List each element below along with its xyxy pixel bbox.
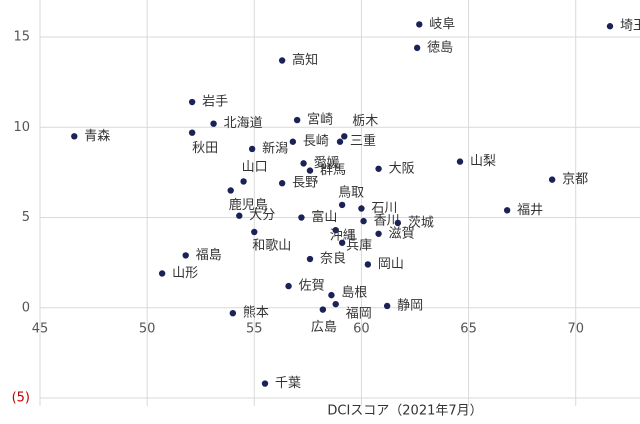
point-label: 京都 (562, 172, 588, 187)
point-label: 大分 (249, 208, 275, 223)
point-label: 奈良 (320, 251, 346, 267)
point (456, 158, 464, 165)
x-tick-label: 50 (139, 321, 156, 336)
point-label: 大阪 (389, 161, 415, 176)
point-label: 滋賀 (389, 226, 415, 241)
point-label: 福岡 (346, 307, 372, 322)
x-tick-label: 45 (32, 321, 49, 336)
point-label: 和歌山 (252, 238, 291, 253)
point-label: 北海道 (224, 116, 263, 131)
point-label: 岐阜 (429, 16, 455, 32)
x-axis-title: DCIスコア（2021年7月） (327, 404, 482, 419)
point (236, 212, 243, 219)
point-label: 静岡 (397, 298, 423, 313)
point-label: 佐賀 (299, 279, 325, 294)
point-label: 広島 (311, 320, 337, 335)
point (319, 306, 327, 313)
point (227, 187, 234, 194)
point-label: 沖縄 (330, 229, 356, 244)
point (188, 129, 196, 136)
point (293, 116, 301, 124)
point-label: 熊本 (243, 305, 269, 321)
y-tick-label: 10 (13, 120, 30, 135)
point (278, 180, 286, 187)
point (364, 261, 372, 268)
point (413, 44, 421, 52)
point (210, 120, 217, 127)
point-label: 新潟 (262, 140, 288, 156)
point (240, 178, 247, 185)
point-label: 愛媛 (314, 156, 340, 171)
point (306, 167, 314, 174)
point (358, 205, 365, 212)
point-label: 鹿児島 (229, 197, 268, 213)
point (332, 226, 339, 234)
point (375, 230, 382, 237)
point-label: 青森 (84, 129, 110, 144)
y-tick-label: 0 (22, 300, 30, 315)
point (416, 21, 423, 28)
point (394, 219, 402, 227)
point-label: 福島 (196, 248, 222, 263)
point (332, 300, 339, 308)
y-tick-label: 5 (22, 210, 30, 225)
x-tick-label: 60 (353, 321, 370, 336)
point-label: 岩手 (202, 95, 228, 110)
point (261, 380, 269, 387)
point-label: 埼玉 (620, 19, 640, 34)
point-label: 山形 (172, 266, 198, 281)
point (278, 57, 286, 64)
point-label: 高知 (292, 52, 318, 68)
point-label: 島根 (341, 286, 367, 301)
x-tick-label: 55 (246, 321, 263, 336)
point-label: 長野 (292, 176, 318, 191)
point (248, 145, 256, 153)
point-label: 千葉 (275, 376, 301, 391)
point (503, 207, 511, 214)
point (338, 239, 346, 246)
point (548, 176, 556, 183)
point (383, 302, 391, 310)
point (229, 309, 237, 317)
point-label: 山梨 (470, 154, 496, 169)
point (306, 255, 314, 263)
y-tick-label: 15 (13, 30, 30, 45)
point-label: 徳島 (427, 40, 453, 55)
point (328, 291, 335, 299)
point (341, 133, 348, 140)
point (338, 201, 346, 209)
point-label: 群馬 (320, 163, 346, 178)
point-label: 兵庫 (346, 238, 372, 253)
point (298, 214, 305, 221)
point (289, 138, 297, 145)
point-label: 長崎 (303, 134, 329, 149)
point (606, 23, 614, 30)
point (285, 282, 292, 290)
point (188, 98, 196, 106)
x-tick-label: 65 (460, 321, 477, 336)
point-label: 石川 (371, 201, 397, 216)
point-label: 宮崎 (307, 112, 333, 128)
point-label: 富山 (311, 209, 337, 225)
point-label: 鳥取 (338, 185, 364, 200)
point (375, 165, 382, 172)
point-label: 岡山 (378, 257, 404, 272)
point (360, 217, 367, 225)
point-label: 秋田 (192, 141, 218, 156)
point (251, 228, 258, 236)
point-label: 福井 (517, 203, 543, 218)
point-label: 山口 (242, 160, 268, 175)
point-label: 茨城 (408, 215, 434, 230)
point (182, 252, 189, 259)
y-tick-label: (5) (12, 391, 30, 406)
point (71, 133, 78, 140)
point (300, 160, 307, 167)
point (158, 270, 166, 277)
x-tick-label: 70 (567, 321, 584, 336)
point-label: 香川 (374, 214, 400, 229)
point-label: 三重 (350, 133, 376, 149)
point (336, 138, 344, 145)
point-label: 栃木 (352, 114, 378, 129)
